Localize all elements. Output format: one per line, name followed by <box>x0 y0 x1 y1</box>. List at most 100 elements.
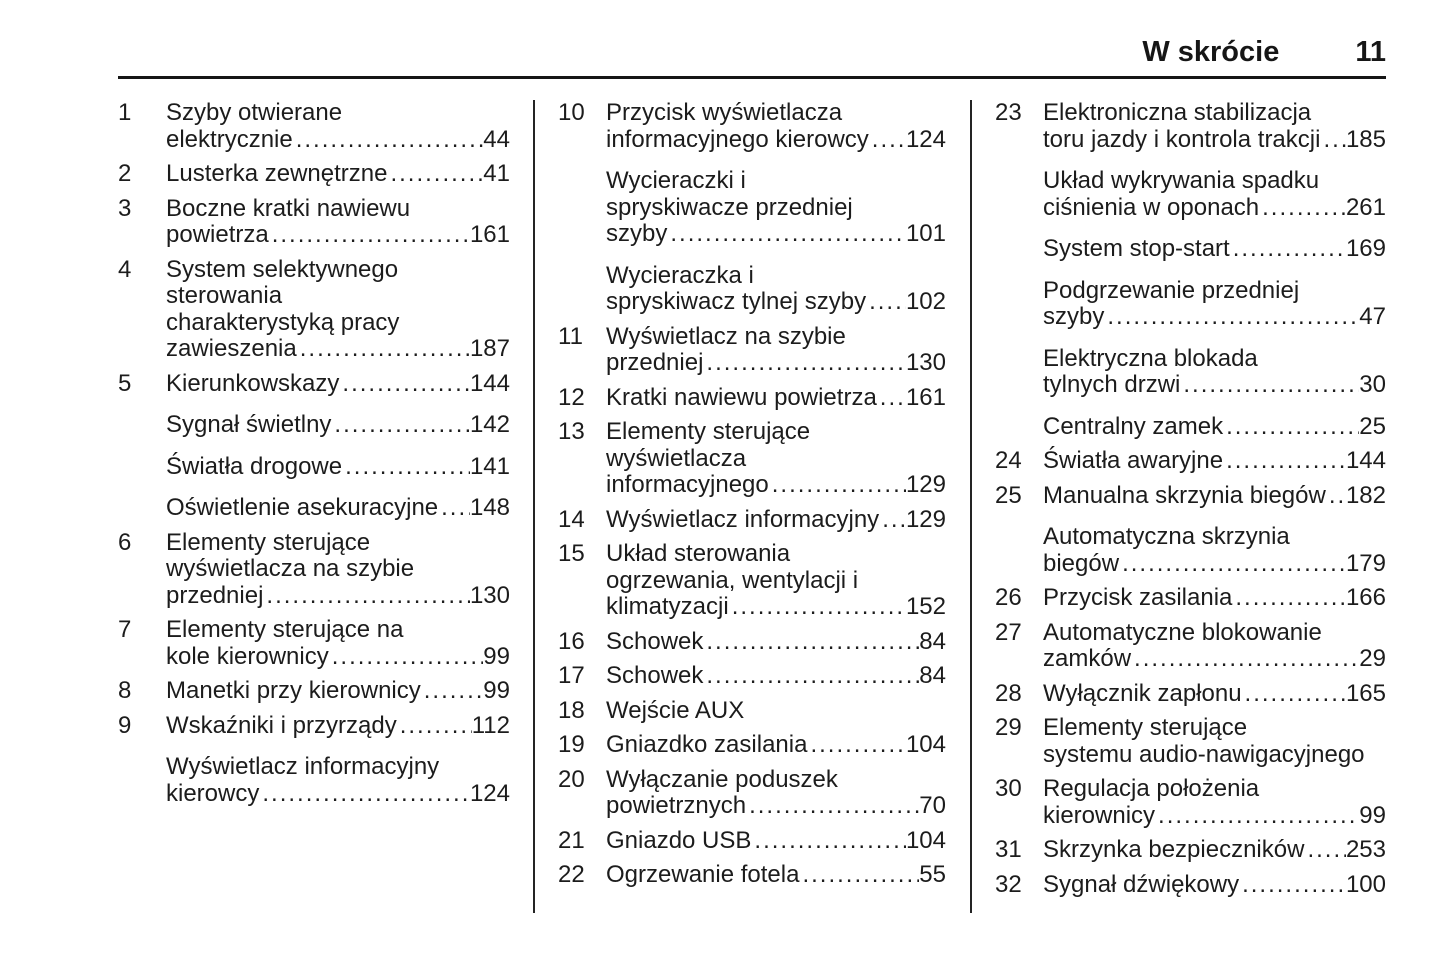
dot-leader: ........................................… <box>1107 304 1359 330</box>
dot-leader: ........................................… <box>1323 126 1346 153</box>
entry-body: Światła drogowe.........................… <box>166 452 510 481</box>
entry-number: 21 <box>558 826 585 854</box>
entry-body: Manualna skrzynia biegów................… <box>1043 481 1386 510</box>
entry-last-line: Manetki przy kierownicy.................… <box>166 677 510 705</box>
page-number: 11 <box>1355 36 1386 68</box>
entry-last-line: Schowek.................................… <box>606 662 946 690</box>
entry-page-ref: 30 <box>1359 371 1386 398</box>
toc-entry: 29 Elementy sterujące systemu audio-nawiga… <box>995 714 1386 768</box>
entry-page-ref: 182 <box>1345 481 1386 509</box>
entry-last-line: powietrza...............................… <box>166 221 510 249</box>
entry-label: Oświetlenie asekuracyjne <box>166 494 439 521</box>
entry-page-ref: 101 <box>905 220 946 247</box>
toc-entry: 10 Przycisk wyświetlacza informacyjnego ki… <box>558 99 946 153</box>
toc-entry: Wycieraczka i spryskiwacz tylnej szyby...… <box>558 262 946 316</box>
entry-line: charakterystyką pracy <box>166 308 400 336</box>
toc-entry: 9 Wskaźniki i przyrządy..................… <box>118 711 510 740</box>
toc-entry: 1 Szyby otwierane elektrycznie............… <box>118 99 510 153</box>
entry-last-line: Wejście AUX <box>606 696 946 725</box>
entry-last-line: toru jazdy i kontrola trakcji...........… <box>1043 125 1386 154</box>
toc-entry: 13 Elementy sterujące wyświetlacza informac… <box>558 418 946 499</box>
entry-number: 16 <box>558 627 585 655</box>
entry-label: tylnych drzwi <box>1043 371 1181 398</box>
entry-last-line: Wyświetlacz informacyjny................… <box>606 506 946 534</box>
entry-number <box>118 495 166 522</box>
entry-body: Elementy sterujące systemu audio-nawigacy… <box>1043 714 1386 768</box>
entry-body: Centralny zamek.........................… <box>1043 413 1386 441</box>
dot-leader: ........................................… <box>1158 802 1359 829</box>
dot-leader: ........................................… <box>802 862 919 888</box>
dot-leader: ........................................… <box>1242 871 1346 898</box>
entry-label: Ogrzewanie fotela <box>606 861 800 888</box>
entry-page-ref: 100 <box>1345 870 1386 898</box>
entry-body: Gniazdko zasilania......................… <box>606 731 946 759</box>
entry-label: zamków <box>1043 645 1132 672</box>
entry-number <box>118 454 166 481</box>
page-header: W skrócie 11 <box>1142 36 1386 69</box>
toc-column-2: 10 Przycisk wyświetlacza informacyjnego ki… <box>558 99 946 889</box>
entry-body: Schowek.................................… <box>606 662 946 690</box>
dot-leader: ........................................… <box>295 126 484 153</box>
entry-label: elektrycznie <box>166 125 293 153</box>
entry-number: 22 <box>558 861 585 888</box>
entry-last-line: Manualna skrzynia biegów................… <box>1043 481 1386 510</box>
entry-line: Wyświetlacz na szybie <box>606 322 846 350</box>
toc-entry: Układ wykrywania spadku ciśnienia w opona… <box>995 167 1386 222</box>
entry-page-ref: 124 <box>469 779 510 807</box>
entry-body: Szyby otwierane elektrycznie.............… <box>166 99 510 153</box>
entry-label: Wejście AUX <box>606 696 745 724</box>
entry-body: Układ wykrywania spadku ciśnienia w opona… <box>1043 167 1386 222</box>
entry-page-ref: 112 <box>471 711 510 739</box>
entry-last-line: przedniej...............................… <box>606 349 946 377</box>
entry-label: informacyjnego kierowcy <box>606 125 869 153</box>
entry-line: Przycisk wyświetlacza <box>606 99 843 126</box>
entry-page-ref: 84 <box>919 627 946 655</box>
entry-number: 6 <box>118 528 132 556</box>
entry-label: Światła drogowe <box>166 452 343 480</box>
entry-label: Gniazdko zasilania <box>606 731 808 758</box>
toc-entry: 7 Elementy sterujące na kole kierownicy...… <box>118 616 510 670</box>
column-divider-2 <box>970 100 972 913</box>
entry-last-line: Sygnał świetlny.........................… <box>166 411 510 439</box>
entry-body: Gniazdo USB.............................… <box>606 826 946 855</box>
toc-entry: 32 Sygnał dźwiękowy......................… <box>995 870 1386 899</box>
entry-last-line: Ogrzewanie fotela.......................… <box>606 861 946 889</box>
entry-line: Automatyczne blokowanie <box>1043 618 1322 646</box>
entry-last-line: kierowcy................................… <box>166 779 510 808</box>
entry-last-line: Oświetlenie asekuracyjne................… <box>166 494 510 522</box>
entry-last-line: Kierunkowskazy..........................… <box>166 370 510 398</box>
entry-last-line: Przycisk zasilania......................… <box>1043 584 1386 612</box>
toc-entry: 12 Kratki nawiewu powietrza..............… <box>558 384 946 412</box>
toc-entry: Centralny zamek.........................… <box>995 413 1386 441</box>
entry-label: Gniazdo USB <box>606 826 752 854</box>
entry-last-line: spryskiwacz tylnej szyby................… <box>606 288 946 316</box>
entry-body: Sygnał dźwiękowy........................… <box>1043 870 1386 899</box>
entry-body: Schowek.................................… <box>606 627 946 656</box>
entry-last-line: ciśnienia w oponach.....................… <box>1043 194 1386 222</box>
entry-label: Schowek <box>606 662 704 689</box>
entry-line: Elektryczna blokada <box>1043 344 1258 372</box>
entry-number: 23 <box>995 99 1022 126</box>
entry-number: 17 <box>558 662 585 689</box>
entry-last-line: Wyłącznik zapłonu.......................… <box>1043 680 1386 708</box>
entry-body: Boczne kratki nawiewu powietrza..........… <box>166 195 510 249</box>
entry-page-ref: 104 <box>905 731 946 758</box>
entry-line: Szyby otwierane <box>166 99 343 126</box>
entry-number: 14 <box>558 505 585 533</box>
entry-line: Podgrzewanie przedniej <box>1043 276 1300 304</box>
toc-entry: 6 Elementy sterujące wyświetlacza na szybi… <box>118 528 510 610</box>
entry-body: Wyświetlacz informacyjny kierowcy........… <box>166 753 510 808</box>
entry-number: 2 <box>118 160 132 187</box>
toc-entry: 28 Wyłącznik zapłonu.....................… <box>995 680 1386 708</box>
entry-body: Kratki nawiewu powietrza................… <box>606 384 946 412</box>
dot-leader: ........................................… <box>1307 837 1346 863</box>
entry-label: toru jazdy i kontrola trakcji <box>1043 125 1321 153</box>
toc-entry: 23 Elektroniczna stabilizacja toru jazdy i… <box>995 99 1386 154</box>
entry-last-line: Gniazdo USB.............................… <box>606 826 946 855</box>
entry-page-ref: 185 <box>1345 125 1386 153</box>
entry-number: 7 <box>118 616 132 643</box>
entry-label: spryskiwacz tylnej szyby <box>606 288 867 315</box>
entry-label: kole kierownicy <box>166 642 329 670</box>
entry-line: Elektroniczna stabilizacja <box>1043 99 1312 126</box>
dot-leader: ........................................… <box>271 222 470 248</box>
